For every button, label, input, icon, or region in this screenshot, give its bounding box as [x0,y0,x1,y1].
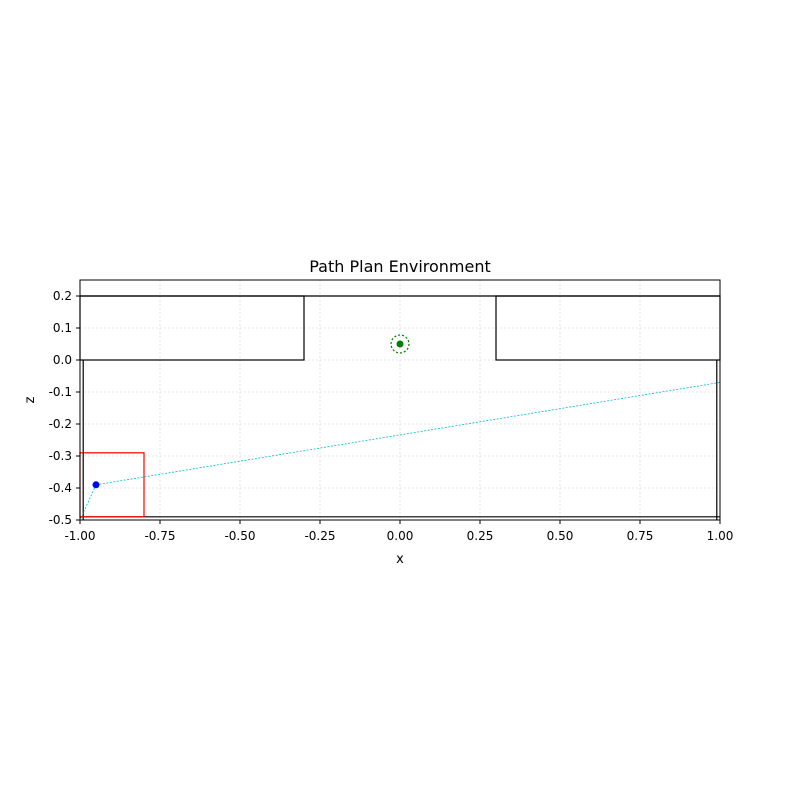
chart-title: Path Plan Environment [309,257,491,276]
y-tick-layer: 0.2 0.1 0.0 -0.1 -0.2 -0.3 -0.4 -0.5 [49,289,80,527]
goal-point [396,340,404,348]
sensor-ray [95,382,721,486]
y-tick-label: 0.0 [53,353,72,367]
y-tick-label: -0.1 [49,385,72,399]
y-tick-label: -0.3 [49,449,72,463]
x-axis-label: x [396,552,404,567]
x-tick-label: 0.75 [627,529,654,543]
x-tick-label: 1.00 [707,529,734,543]
y-tick-label: 0.1 [53,321,72,335]
sensor-ray [79,484,97,521]
x-tick-label: 0.25 [467,529,494,543]
agent-point [92,481,100,489]
x-tick-layer: -1.00 -0.75 -0.50 -0.25 0.00 0.25 0.50 0.75 1.00 [64,520,733,543]
goal-radius [390,334,410,354]
y-tick-label: -0.5 [49,513,72,527]
start-region [79,452,145,518]
x-tick-label: -1.00 [64,529,95,543]
x-tick-label: 0.00 [387,529,414,543]
y-tick-label: 0.2 [53,289,72,303]
x-tick-label: 0.50 [547,529,574,543]
x-tick-label: -0.25 [304,529,335,543]
grid-layer [79,280,721,521]
x-tick-label: -0.75 [144,529,175,543]
y-axis-label: z [23,396,38,403]
x-tick-label: -0.50 [224,529,255,543]
y-tick-label: -0.4 [49,481,72,495]
y-tick-label: -0.2 [49,417,72,431]
